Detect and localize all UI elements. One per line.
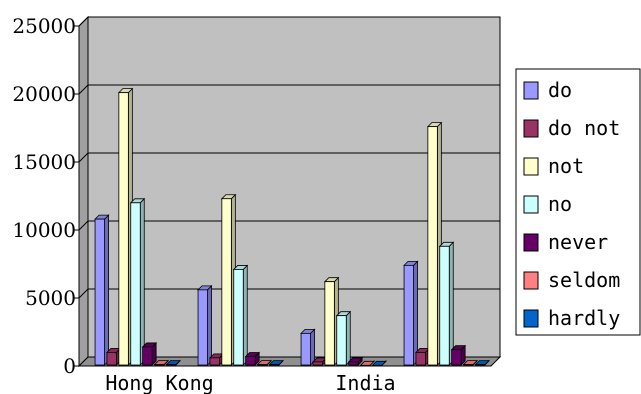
- legend-swatch: [523, 119, 539, 138]
- legend-label: do: [548, 78, 572, 102]
- bar-front: [221, 198, 232, 366]
- bar-do-not-1: [105, 347, 122, 366]
- y-tick-label: 0: [63, 354, 76, 378]
- bar-side: [242, 264, 248, 366]
- bar-front: [451, 349, 462, 366]
- bar-hardly-1: [165, 359, 181, 366]
- bar-front: [300, 332, 311, 366]
- bar-do-3: [300, 328, 316, 366]
- bar-front: [94, 218, 105, 366]
- legend-label: seldom: [548, 268, 620, 292]
- bar-front: [336, 315, 347, 366]
- plot-side-wall: [78, 15, 89, 368]
- bar-front: [106, 351, 117, 366]
- bar-front: [348, 361, 359, 366]
- bar-front: [403, 264, 414, 366]
- bar-never-2: [244, 351, 261, 366]
- bar-top: [359, 360, 376, 366]
- y-tick-label: 15000: [12, 150, 76, 174]
- bar-front: [439, 245, 450, 366]
- legend-item-do-not: do not: [523, 116, 620, 140]
- legend-item-hardly: hardly: [523, 306, 620, 330]
- bar-side: [310, 328, 315, 366]
- bar-seldom-3: [359, 360, 376, 367]
- legend-label: hardly: [548, 306, 620, 330]
- bar-not-1: [117, 87, 134, 366]
- legend-item-seldom: seldom: [523, 268, 620, 292]
- y-tick-label: 20000: [12, 82, 76, 106]
- legend-swatch: [523, 81, 539, 100]
- bar-do-1: [94, 214, 110, 366]
- x-category-label: Hong Kong: [105, 371, 213, 394]
- bar-no-3: [335, 310, 352, 366]
- bar-no-2: [232, 264, 249, 366]
- legend-label: never: [548, 230, 608, 254]
- bar-never-1: [141, 341, 158, 366]
- bar-hardly-4: [474, 359, 490, 366]
- gridline-diag: [78, 16, 89, 27]
- legend-swatch: [523, 195, 539, 214]
- bar-do-2: [197, 284, 213, 366]
- bar-seldom-2: [256, 359, 273, 366]
- x-category-label: India: [335, 371, 395, 394]
- bar-do-not-2: [208, 352, 225, 366]
- legend: do do not not no never seldom hardly: [515, 68, 641, 336]
- bar-side: [413, 260, 418, 366]
- legend-label: not: [548, 154, 584, 178]
- legend-swatch: [523, 157, 539, 176]
- gridline-diag: [78, 288, 89, 299]
- bar-not-2: [220, 193, 237, 366]
- bar-top: [371, 360, 387, 366]
- gridline-diag: [78, 152, 89, 163]
- bar-front: [415, 351, 426, 366]
- bars: [94, 87, 490, 367]
- gridline-diag: [78, 84, 89, 95]
- bar-front: [118, 92, 129, 366]
- gridline-diag: [78, 220, 89, 231]
- bar-side: [104, 214, 109, 366]
- plot-floor: [77, 356, 502, 367]
- bar-not-4: [426, 121, 443, 366]
- bar-never-4: [450, 344, 467, 366]
- x-axis: Hong Kong India: [105, 371, 395, 394]
- bar-front: [142, 346, 153, 366]
- y-tick-label: 10000: [12, 218, 76, 242]
- bar-seldom-1: [153, 359, 170, 366]
- bar-front: [209, 357, 220, 366]
- bar-front: [312, 361, 323, 366]
- bar-not-3: [323, 276, 340, 366]
- y-tick-label: 25000: [12, 14, 76, 38]
- bar-front: [233, 269, 244, 366]
- y-tick-label: 5000: [25, 286, 76, 310]
- bar-front: [245, 356, 256, 366]
- legend-item-do: do: [523, 78, 572, 102]
- bar-never-3: [347, 356, 364, 366]
- bar-front: [197, 289, 208, 366]
- legend-swatch: [523, 233, 539, 252]
- bar-side: [207, 284, 212, 366]
- bar-side: [345, 310, 351, 366]
- legend-label: no: [548, 192, 572, 216]
- bar-hardly-2: [268, 359, 284, 366]
- bar-hardly-3: [371, 360, 387, 367]
- legend-item-never: never: [523, 230, 608, 254]
- legend-item-not: not: [523, 154, 584, 178]
- bar-front: [130, 202, 141, 366]
- bar-seldom-4: [462, 359, 479, 366]
- bar-no-1: [129, 197, 146, 366]
- bar-front: [324, 281, 335, 366]
- bar-side: [448, 241, 454, 366]
- legend-item-no: no: [523, 192, 572, 216]
- legend-swatch: [523, 309, 539, 328]
- legend-label: do not: [548, 116, 620, 140]
- bar-front: [427, 126, 438, 366]
- bar-no-4: [438, 241, 455, 366]
- bar-side: [139, 197, 145, 366]
- bar-do-4: [403, 260, 419, 366]
- legend-swatch: [523, 271, 539, 290]
- y-axis: 0 5000 10000 15000 20000 25000: [12, 14, 80, 378]
- bar-do-not-4: [414, 347, 431, 366]
